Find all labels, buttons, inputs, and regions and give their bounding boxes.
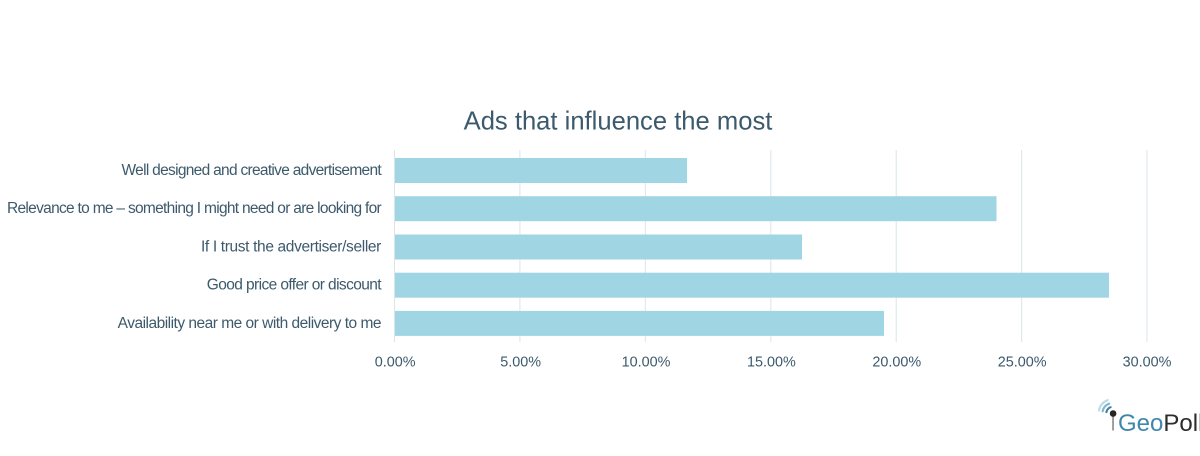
- svg-text:15.00%: 15.00%: [747, 355, 796, 371]
- svg-text:10.00%: 10.00%: [622, 355, 671, 371]
- svg-text:Well designed and creative adv: Well designed and creative advertisement: [122, 162, 383, 179]
- svg-text:20.00%: 20.00%: [872, 355, 921, 371]
- svg-text:Good price offer or discount: Good price offer or discount: [207, 277, 382, 294]
- svg-text:5.00%: 5.00%: [500, 355, 541, 371]
- svg-text:0.00%: 0.00%: [375, 355, 416, 371]
- svg-text:30.00%: 30.00%: [1123, 355, 1172, 371]
- svg-text:GeoPoll: GeoPoll: [1118, 410, 1200, 437]
- svg-text:If I trust the advertiser/sell: If I trust the advertiser/seller: [201, 239, 381, 256]
- svg-text:Relevance to me – something I: Relevance to me – something I might need…: [7, 200, 382, 217]
- svg-text:Ads that influence the most: Ads that influence the most: [464, 108, 773, 136]
- svg-text:Availability near me or with d: Availability near me or with delivery to…: [118, 315, 381, 332]
- svg-text:25.00%: 25.00%: [998, 355, 1047, 371]
